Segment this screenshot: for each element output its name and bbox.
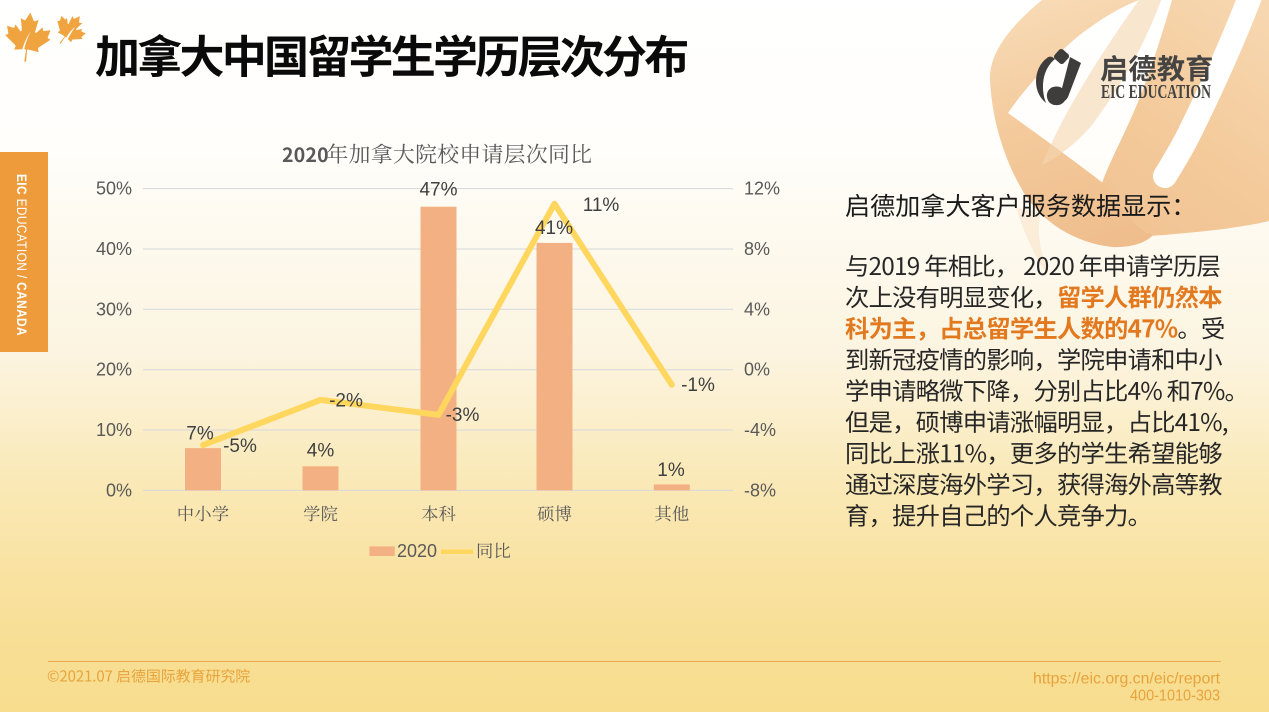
svg-text:20%: 20% — [96, 360, 132, 380]
svg-text:-3%: -3% — [446, 405, 480, 426]
svg-text:4%: 4% — [744, 299, 770, 319]
svg-text:10%: 10% — [96, 420, 132, 440]
svg-text:400-1010-303: 400-1010-303 — [1130, 688, 1220, 705]
svg-text:2020: 2020 — [397, 541, 437, 561]
svg-text:https://eic.org.cn/eic/report: https://eic.org.cn/eic/report — [1033, 671, 1221, 688]
svg-text:11%: 11% — [583, 195, 620, 216]
svg-text:EIC EDUCATION: EIC EDUCATION — [1101, 81, 1211, 103]
svg-text:40%: 40% — [96, 239, 132, 259]
svg-text:-2%: -2% — [329, 391, 363, 412]
svg-text:0%: 0% — [106, 480, 132, 500]
svg-text:8%: 8% — [744, 239, 770, 259]
svg-text:7%: 7% — [186, 424, 214, 445]
svg-text:-4%: -4% — [744, 420, 776, 440]
svg-text:-8%: -8% — [744, 480, 776, 500]
svg-text:4%: 4% — [307, 441, 335, 462]
svg-text:47%: 47% — [419, 180, 457, 201]
svg-text:0%: 0% — [744, 360, 770, 380]
svg-text:12%: 12% — [744, 179, 780, 199]
svg-text:1%: 1% — [657, 460, 685, 481]
svg-text:EIC EDUCATION / CANADA: EIC EDUCATION / CANADA — [14, 174, 29, 336]
svg-text:30%: 30% — [96, 299, 132, 319]
svg-text:-1%: -1% — [681, 375, 715, 396]
svg-text:-5%: -5% — [223, 436, 257, 457]
svg-text:41%: 41% — [535, 218, 573, 239]
svg-text:50%: 50% — [96, 179, 132, 199]
